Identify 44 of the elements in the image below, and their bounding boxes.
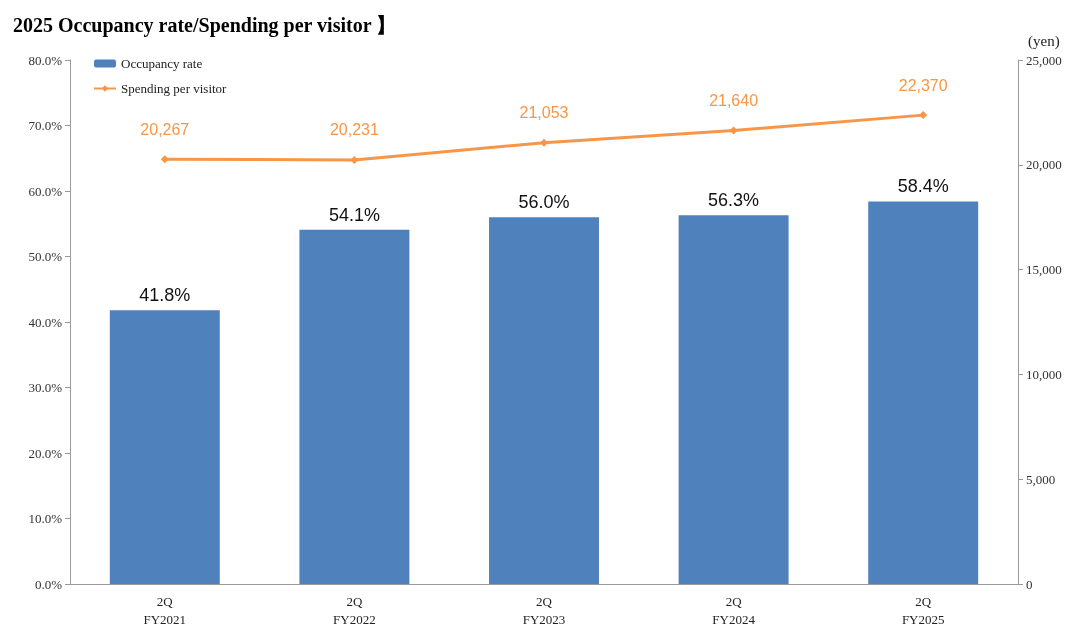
x-tick-label: 2Q FY2024 [712,593,756,627]
y-tick-label: 50.0% [28,249,63,264]
chart-title: 2025 Occupancy rate/Spending per visitor 】 [13,14,397,37]
point [160,155,169,164]
data-label: 21,640 [709,91,759,109]
data-label: 56.0% [518,192,570,213]
y-tick-label: 20.0% [28,445,63,461]
y2-tick-label: 25,000 [1026,52,1062,68]
y-tick-label: 40.0% [28,314,63,330]
y-tick-label: 0.0% [34,576,63,592]
bar [678,215,789,584]
legend-label: Spending per visitor [121,81,228,96]
y2-tick-label: 20,000 [1026,157,1062,173]
data-label: 22,370 [898,76,948,94]
y2-tick-label: 10,000 [1026,366,1062,382]
y2-axis-title: (yen) [1028,32,1060,50]
point [919,111,928,120]
y2-tick-label: 15,000 [1026,262,1062,278]
y-tick-label: 60.0% [28,183,63,199]
data-label: 20,231 [329,121,379,139]
data-label: 56.3% [708,190,760,211]
y-tick-label: 10.0% [28,511,63,526]
point [729,126,738,135]
y-tick-label: 30.0% [28,380,63,395]
bar [109,310,220,584]
x-tick-label: 2Q FY2021 [143,593,187,627]
data-label: 20,267 [140,120,190,138]
x-tick-label: 2Q FY2023 [522,593,566,627]
bar [489,217,599,584]
x-tick-label: 2Q FY2025 [901,593,945,627]
y-tick-label: 70.0% [28,118,63,133]
point [540,138,548,147]
y2-tick-label: 0 [1026,576,1033,592]
bar [868,201,979,584]
data-label: 41.8% [139,285,191,306]
legend-label: Occupancy rate [121,56,203,71]
y2-tick-label: 5,000 [1026,471,1056,487]
data-label: 21,053 [519,104,569,122]
point [350,155,359,164]
bar [299,229,410,584]
x-tick-label: 2Q FY2022 [333,593,376,627]
data-label: 58.4% [897,176,949,197]
y-tick-label: 80.0% [28,52,63,68]
data-label: 54.1% [328,204,380,225]
